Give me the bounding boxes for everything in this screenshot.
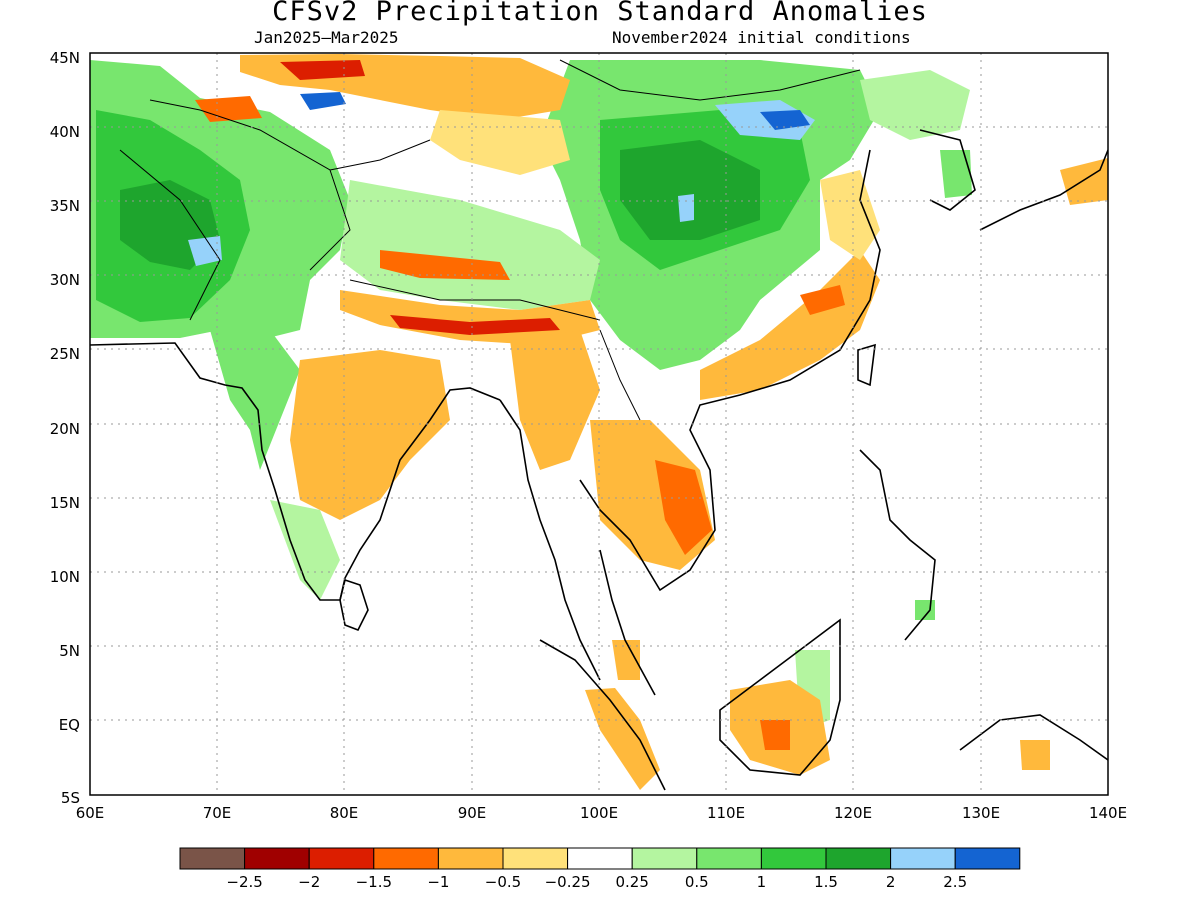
colorbar-label: −0.25: [545, 873, 591, 891]
grid: [90, 53, 1108, 795]
region-malaya: [612, 640, 640, 680]
region-kyrgyz: [195, 96, 262, 122]
lat-label: 40N: [50, 123, 80, 141]
colorbar-label: 1.5: [814, 873, 838, 891]
region-inner-mongolia: [715, 100, 815, 140]
lon-label: 130E: [962, 804, 1000, 822]
longitude-labels: 60E 70E 80E 90E 100E 110E 120E 130E 140E: [76, 804, 1127, 822]
lat-label: 10N: [50, 568, 80, 586]
colorbar-swatch: [244, 847, 310, 870]
colorbar-swatch: [825, 847, 892, 870]
lat-label: 45N: [50, 49, 80, 67]
colorbar-swatch: [567, 847, 633, 870]
region-india-south: [270, 500, 340, 600]
lon-label: 110E: [707, 804, 745, 822]
region-central-india: [290, 350, 450, 520]
lon-label: 60E: [76, 804, 105, 822]
region-tarim: [430, 110, 570, 175]
lat-label: 30N: [50, 271, 80, 289]
colorbar-swatch: [308, 847, 375, 870]
coastline-malaya: [599, 549, 656, 696]
coastline-korea-japan: [919, 129, 1108, 231]
colorbar-swatch: [760, 847, 827, 870]
region-inner-mongolia-core: [760, 110, 810, 130]
latitude-labels: 45N 40N 35N 30N 25N 20N 15N 10N 5N EQ 5S: [50, 49, 80, 807]
region-sumatra: [585, 688, 660, 790]
lon-label: 140E: [1089, 804, 1127, 822]
region-northeast-plain: [860, 70, 970, 140]
region-india-northwest: [210, 330, 300, 470]
colorbar-swatch: [502, 847, 569, 870]
coastline-taiwan: [857, 343, 876, 387]
lon-label: 70E: [203, 804, 232, 822]
region-xinjiang-west: [300, 92, 346, 110]
lat-label: 20N: [50, 420, 80, 438]
lat-label: 5S: [61, 789, 80, 807]
initial-conditions: November2024 initial conditions: [612, 28, 911, 47]
colorbar-label: 2: [886, 873, 896, 891]
region-tibet-dry: [380, 250, 510, 280]
region-borneo-core: [760, 720, 790, 750]
colorbar-swatch: [696, 847, 762, 870]
lon-label: 100E: [580, 804, 618, 822]
lat-label: 35N: [50, 197, 80, 215]
colorbar-label: 1: [757, 873, 767, 891]
coastline-sri-lanka: [339, 578, 369, 632]
region-qinghai-blue: [678, 194, 694, 222]
lon-label: 80E: [330, 804, 359, 822]
colorbar-swatch: [631, 847, 698, 870]
region-yangtze: [820, 170, 880, 260]
map-title: CFSv2 Precipitation Standard Anomalies: [272, 0, 928, 27]
colorbar-label: 0.5: [685, 873, 709, 891]
region-southeast-china-core: [800, 285, 845, 315]
colorbar-label: −0.5: [485, 873, 521, 891]
coastline-central-asia-borders: [119, 59, 861, 421]
lon-label: 90E: [458, 804, 487, 822]
coastline-arabia-india: [90, 342, 501, 601]
coastline-borneo: [719, 618, 841, 776]
colorbar-swatch: [373, 847, 439, 870]
lat-label: 5N: [59, 642, 80, 660]
colorbar-label: −2: [298, 873, 320, 891]
forecast-period: Jan2025–Mar2025: [254, 28, 399, 47]
region-himalaya-red: [390, 315, 560, 335]
colorbar-label: −2.5: [226, 873, 262, 891]
lat-label: 15N: [50, 494, 80, 512]
region-japan-south: [1060, 158, 1108, 205]
colorbar-swatch: [179, 847, 246, 870]
region-iran-blue: [188, 236, 222, 266]
colorbar-swatch: [890, 847, 956, 870]
region-burma: [510, 330, 600, 470]
region-korea: [940, 150, 972, 198]
region-loess-plateau: [620, 140, 760, 240]
region-new-guinea: [1020, 740, 1050, 770]
coastline-bay-of-bengal: [499, 399, 601, 681]
region-vietnam-red: [655, 460, 712, 555]
colorbar-label: −1: [427, 873, 449, 891]
lat-label: 25N: [50, 345, 80, 363]
region-tibet-plateau: [340, 180, 600, 310]
coastline-new-guinea: [959, 714, 1108, 761]
colorbar-swatch: [437, 847, 504, 870]
map-frame: [89, 52, 1109, 796]
colorbar-swatch: [954, 847, 1021, 870]
colorbar: −2.5 −2 −1.5 −1 −0.5 −0.25 0.25 0.5 1 1.5 2 2.5: [179, 847, 1021, 891]
colorbar-label: −1.5: [356, 873, 392, 891]
colorbar-label: 0.25: [615, 873, 648, 891]
colorbar-label: 2.5: [943, 873, 967, 891]
lon-label: 120E: [834, 804, 872, 822]
lat-label: EQ: [59, 716, 80, 734]
coastline-philippines: [859, 449, 936, 641]
coastline-sumatra: [539, 639, 666, 791]
